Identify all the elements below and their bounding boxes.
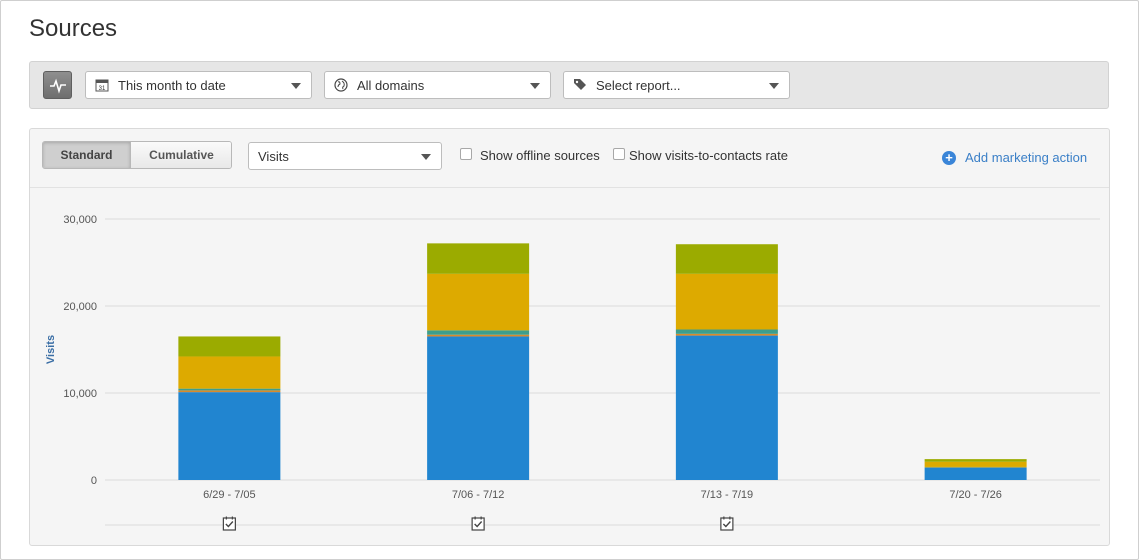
chart-toolbar: Standard Cumulative Visits Show offline … — [30, 129, 1109, 188]
note-check-icon[interactable] — [471, 516, 485, 531]
x-tick-label: 7/13 - 7/19 — [701, 489, 754, 501]
filter-bar: 31 This month to date All domains Select… — [29, 61, 1109, 109]
domain-label: All domains — [357, 78, 425, 93]
offline-sources-label: Show offline sources — [480, 148, 600, 163]
chevron-down-icon — [291, 83, 301, 89]
add-marketing-action-link[interactable]: Add marketing action — [965, 150, 1088, 165]
y-tick-label: 30,000 — [63, 214, 97, 226]
report-label: Select report... — [596, 78, 681, 93]
metric-select[interactable]: Visits — [248, 142, 442, 170]
standard-button[interactable]: Standard — [43, 142, 131, 168]
bar-segment — [427, 330, 530, 335]
note-check-icon[interactable] — [222, 516, 236, 531]
metric-label: Visits — [258, 149, 289, 164]
cumulative-button[interactable]: Cumulative — [131, 142, 231, 168]
bar-segment — [427, 336, 530, 480]
bar-segment — [178, 388, 281, 391]
bar-segment — [178, 392, 281, 480]
report-select[interactable]: Select report... — [563, 71, 790, 99]
y-tick-label: 20,000 — [63, 301, 97, 313]
date-range-label: This month to date — [118, 78, 226, 93]
chevron-down-icon — [530, 83, 540, 89]
bar-segment — [675, 329, 778, 334]
note-check-icon[interactable] — [720, 516, 734, 531]
x-tick-label: 7/06 - 7/12 — [452, 489, 505, 501]
visits-to-contacts-label: Show visits-to-contacts rate — [629, 148, 788, 163]
bar-segment — [675, 244, 778, 274]
y-tick-label: 0 — [91, 475, 97, 487]
calendar-icon: 31 — [95, 79, 109, 92]
pulse-icon — [50, 78, 66, 94]
bar-segment — [924, 467, 1027, 480]
x-tick-label: 6/29 - 7/05 — [203, 489, 256, 501]
x-tick-label: 7/20 - 7/26 — [949, 489, 1002, 501]
visits-chart: 0 10,000 20,000 30,000 Visits 6/29 - 7/05 7/06… — [45, 214, 1100, 531]
bar-segment — [924, 461, 1027, 467]
chart-panel: Standard Cumulative Visits Show offline … — [29, 128, 1110, 546]
bar-segment — [178, 356, 281, 389]
bar-segment — [178, 390, 281, 393]
y-tick-label: 10,000 — [63, 388, 97, 400]
offline-sources-checkbox[interactable] — [460, 148, 472, 160]
page-title: Sources — [29, 15, 118, 42]
globe-icon — [334, 78, 348, 92]
bar-segment — [427, 273, 530, 331]
bar-segment — [924, 466, 1027, 468]
bar-segment — [427, 243, 530, 274]
add-circle-icon[interactable]: + — [942, 151, 956, 165]
svg-text:31: 31 — [99, 86, 106, 92]
y-axis-label: Visits — [45, 335, 57, 364]
visits-to-contacts-checkbox[interactable] — [613, 148, 625, 160]
bar-segment — [178, 336, 281, 357]
chevron-down-icon — [421, 154, 431, 160]
view-mode-toggle: Standard Cumulative — [42, 141, 232, 169]
bar-segment — [675, 335, 778, 480]
date-range-select[interactable]: 31 This month to date — [85, 71, 312, 99]
chevron-down-icon — [769, 83, 779, 89]
domain-select[interactable]: All domains — [324, 71, 551, 99]
tag-icon — [574, 79, 586, 90]
bar-segment — [924, 459, 1027, 462]
bar-segment — [427, 334, 530, 337]
bar-segment — [675, 333, 778, 336]
bar-segment — [675, 273, 778, 330]
pulse-button[interactable] — [43, 71, 72, 99]
